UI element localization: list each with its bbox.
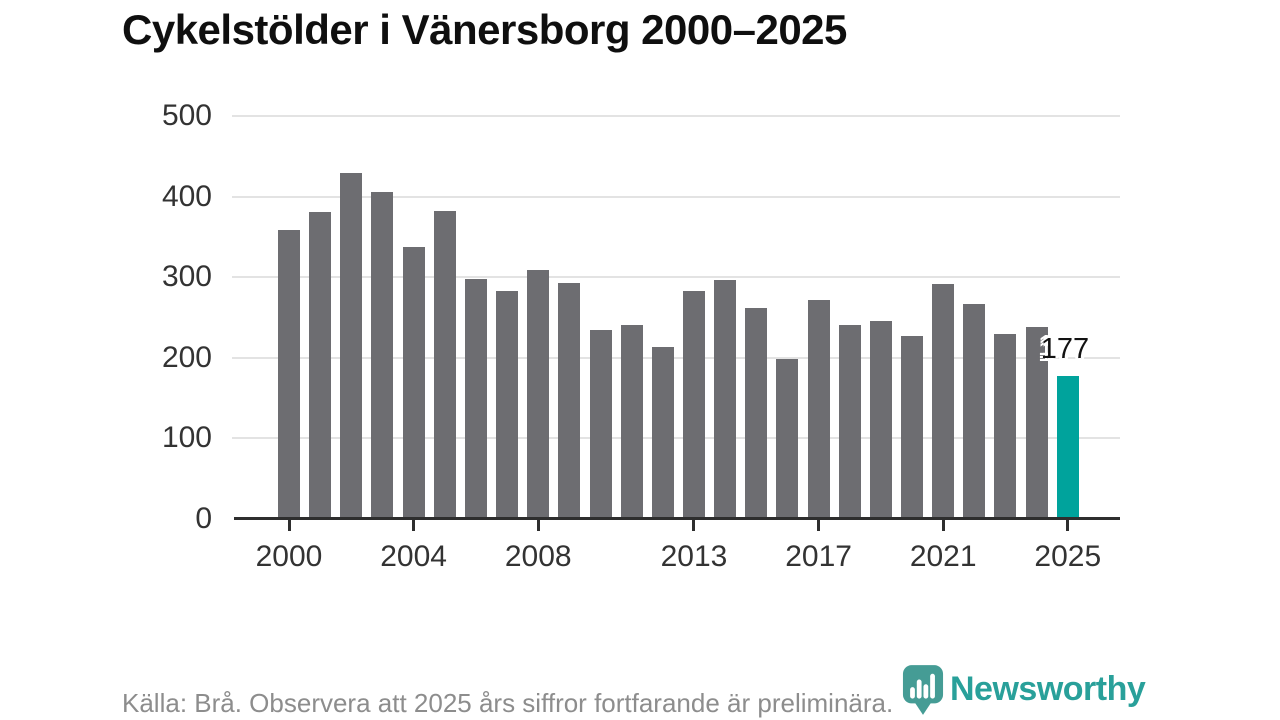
x-tick-2021	[941, 520, 945, 531]
bar-2009	[558, 282, 581, 519]
value-label-2025: 177	[1040, 333, 1090, 366]
chart-title: Cykelstölder i Vänersborg 2000–2025	[122, 6, 847, 53]
x-tick-2008	[536, 520, 540, 531]
bar-2011	[620, 324, 643, 519]
newsworthy-pin-icon	[902, 665, 944, 715]
gridline-500	[232, 115, 1120, 117]
bar-2002	[340, 173, 363, 519]
bar-2004	[402, 246, 425, 519]
x-tick-label-2021: 2021	[909, 540, 977, 573]
bar-2010	[589, 329, 612, 519]
bar-2016	[776, 358, 799, 519]
x-tick-2013	[692, 520, 696, 531]
source-note: Källa: Brå. Observera att 2025 års siffr…	[122, 688, 894, 718]
y-tick-label-200: 200	[161, 340, 212, 374]
bar-2015	[745, 307, 768, 519]
bar-2020	[901, 336, 924, 519]
y-tick-label-300: 300	[161, 260, 212, 294]
x-tick-label-2008: 2008	[504, 540, 572, 573]
bar-2005	[433, 211, 456, 519]
bar-2013	[682, 290, 705, 519]
bar-2022	[963, 303, 986, 519]
x-tick-label-2017: 2017	[785, 540, 852, 573]
newsworthy-wordmark: Newsworthy	[950, 670, 1146, 708]
gridline-300	[232, 276, 1120, 279]
y-tick-label-100: 100	[161, 421, 212, 455]
bar-2018	[838, 324, 861, 519]
x-tick-2000	[287, 520, 291, 531]
x-tick-2025	[1066, 520, 1070, 531]
bar-2001	[309, 211, 332, 519]
x-tick-2017	[817, 520, 821, 531]
bar-2007	[496, 290, 519, 519]
bar-2014	[714, 279, 737, 519]
bar-2024	[1025, 327, 1048, 519]
x-tick-label-2025: 2025	[1034, 540, 1102, 573]
bar-2021	[932, 284, 955, 519]
y-tick-label-400: 400	[161, 179, 212, 213]
bar-2008	[527, 269, 550, 519]
gridline-400	[232, 195, 1120, 198]
x-tick-label-2004: 2004	[380, 540, 447, 573]
y-tick-label-500: 500	[161, 99, 212, 132]
x-tick-label-2013: 2013	[660, 540, 728, 573]
x-axis-line	[234, 517, 1120, 520]
gridline-200	[232, 356, 1120, 359]
x-tick-2004	[412, 520, 416, 531]
bar-2003	[371, 191, 394, 519]
y-tick-label-0: 0	[195, 502, 212, 535]
bar-2006	[464, 278, 487, 519]
bar-2025	[1056, 376, 1079, 519]
bar-2017	[807, 299, 830, 519]
bar-2023	[994, 333, 1017, 519]
x-tick-label-2000: 2000	[255, 540, 323, 573]
bar-2019	[869, 320, 892, 519]
bar-2012	[651, 346, 674, 519]
gridline-100	[232, 437, 1120, 440]
bar-2000	[278, 230, 300, 519]
